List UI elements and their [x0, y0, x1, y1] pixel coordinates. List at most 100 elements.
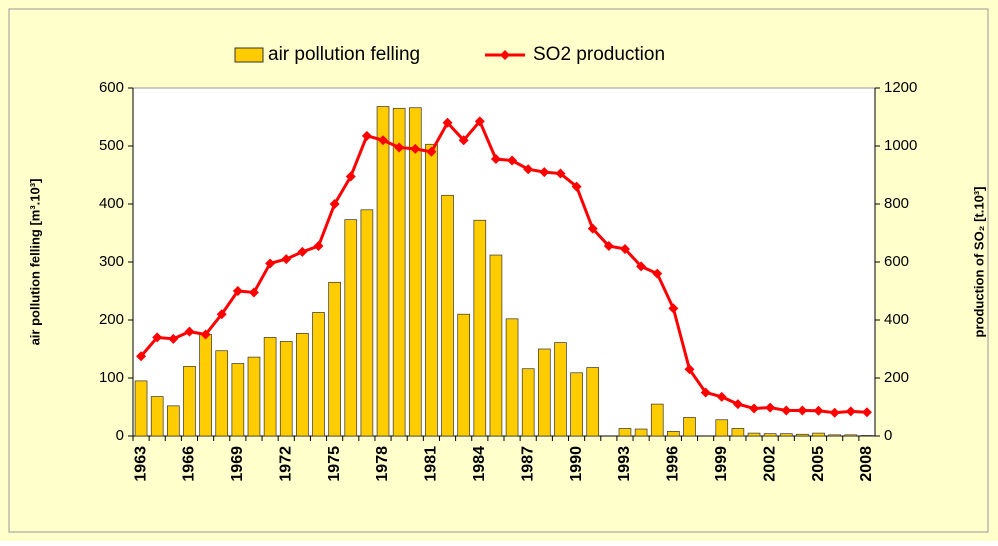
- marker: [813, 405, 824, 416]
- marker: [668, 303, 679, 314]
- x-tick-label: 1969: [229, 446, 246, 482]
- bar: [134, 380, 148, 437]
- marker: [765, 402, 776, 413]
- y-tick-label: 400: [99, 195, 124, 212]
- marker: [474, 116, 485, 127]
- x-tick-label: 1975: [326, 446, 343, 482]
- x-tick-label: 2002: [761, 446, 778, 482]
- marker: [232, 286, 243, 296]
- marker: [426, 146, 437, 157]
- bar: [618, 428, 632, 437]
- bar: [634, 428, 648, 437]
- bar: [473, 219, 487, 437]
- bar: [860, 435, 874, 437]
- y2-axis-label: production of SO₂ [t.10³]: [971, 187, 986, 338]
- bar: [554, 342, 567, 437]
- marker: [378, 135, 389, 146]
- marker: [458, 135, 469, 146]
- bar: [376, 106, 390, 437]
- line: [139, 118, 868, 415]
- x-tick-label: 2005: [810, 446, 827, 482]
- x-tick-label: 1963: [132, 446, 149, 482]
- y-tick-label: 0: [116, 427, 124, 444]
- marker: [861, 407, 872, 418]
- y2-tick-label: 400: [884, 311, 909, 328]
- x-tick-label: 1981: [423, 446, 440, 482]
- marker: [781, 405, 792, 416]
- bar: [570, 372, 583, 437]
- marker: [281, 254, 292, 265]
- bar: [505, 318, 519, 437]
- bar: [360, 209, 374, 437]
- marker: [442, 117, 453, 128]
- bar: [521, 368, 535, 437]
- y-tick-label: 500: [99, 137, 124, 154]
- bar: [457, 313, 470, 437]
- bar: [779, 433, 793, 437]
- marker: [297, 246, 308, 257]
- bar: [328, 281, 341, 437]
- bar: [392, 107, 406, 437]
- marker: [345, 171, 356, 182]
- x-tick-label: 1999: [713, 446, 730, 482]
- marker: [507, 155, 518, 166]
- x-tick-label: 2008: [858, 446, 875, 482]
- y2-tick-label: 200: [884, 369, 909, 386]
- marker: [168, 333, 179, 344]
- legend-marker: [500, 50, 510, 60]
- bar: [183, 366, 196, 437]
- marker: [652, 268, 663, 279]
- y2-tick-label: 0: [884, 427, 892, 444]
- marker: [700, 387, 711, 398]
- bar: [441, 194, 454, 437]
- bar: [279, 341, 293, 437]
- marker: [410, 143, 421, 154]
- bar: [408, 107, 422, 437]
- bar: [538, 348, 551, 437]
- bar: [812, 432, 825, 437]
- y2-tick-label: 1000: [884, 137, 917, 154]
- marker: [571, 181, 582, 192]
- marker: [845, 406, 856, 417]
- bar: [650, 403, 664, 437]
- x-tick-label: 1984: [471, 446, 488, 482]
- y-tick-label: 100: [99, 369, 124, 386]
- y-tick-label: 300: [99, 253, 124, 270]
- legend-label: SO2 production: [533, 44, 665, 65]
- marker: [329, 199, 340, 209]
- bar: [796, 433, 809, 437]
- bar: [296, 332, 309, 437]
- marker: [216, 309, 227, 320]
- bar: [344, 219, 358, 437]
- y-axis-label: air pollution felling [m³.10³]: [27, 179, 42, 346]
- bar: [489, 254, 503, 437]
- x-tick-label: 1990: [568, 446, 585, 482]
- marker: [539, 167, 550, 178]
- bar: [312, 312, 325, 437]
- bar: [731, 428, 745, 437]
- marker: [732, 399, 743, 410]
- marker: [136, 351, 147, 362]
- marker: [619, 243, 630, 254]
- bar: [199, 334, 212, 437]
- x-tick-label: 1978: [374, 446, 391, 482]
- bar: [683, 417, 696, 437]
- marker: [200, 329, 211, 340]
- marker: [749, 403, 760, 414]
- bar: [167, 405, 180, 437]
- bar: [231, 363, 245, 437]
- marker: [152, 332, 163, 343]
- y-tick-label: 200: [99, 311, 124, 328]
- y-tick-label: 600: [99, 79, 124, 96]
- plot-area: [132, 87, 876, 437]
- marker: [587, 223, 598, 234]
- marker: [555, 168, 566, 179]
- bar: [844, 434, 858, 437]
- bar: [586, 367, 600, 437]
- x-tick-label: 1966: [181, 446, 198, 482]
- bar: [747, 432, 761, 437]
- marker: [265, 258, 276, 269]
- y2-tick-label: 600: [884, 253, 909, 270]
- marker: [394, 142, 405, 153]
- marker: [797, 405, 808, 416]
